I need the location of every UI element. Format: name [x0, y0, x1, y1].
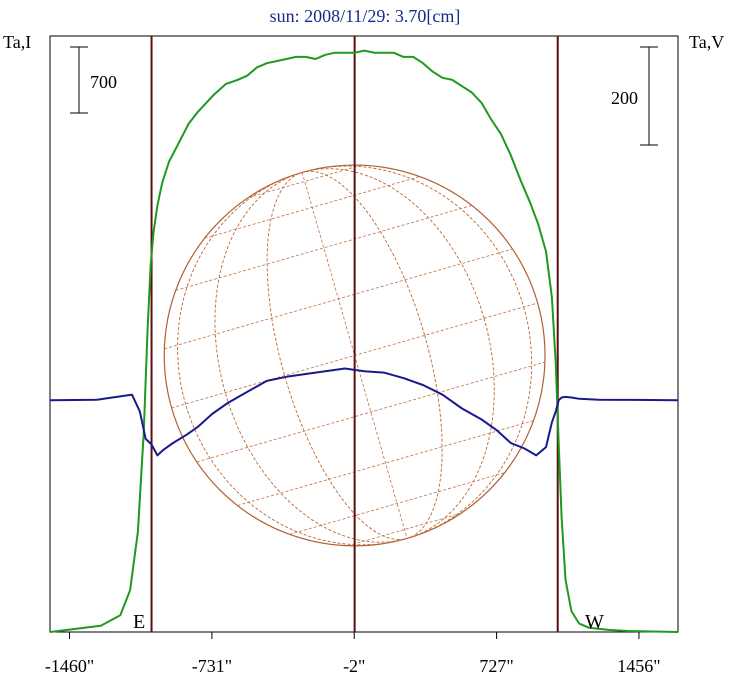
x-tick-label: -1460" [45, 656, 94, 676]
limb-lines [150, 36, 559, 632]
parallel [175, 205, 472, 291]
scale-bar-right-label: 200 [611, 88, 638, 108]
parallel [248, 164, 362, 198]
scale-bar-left-label: 700 [90, 72, 117, 92]
x-tick-label: -731" [192, 656, 232, 676]
y-axis-label-left: Ta,I [3, 32, 31, 52]
parallel [196, 361, 546, 463]
plot-frame [49, 35, 679, 633]
east-limb-label: E [133, 611, 145, 633]
parallel [164, 248, 513, 350]
intensity-curve [49, 49, 679, 633]
polarization-curve [49, 367, 679, 457]
series-layer [49, 49, 679, 633]
west-limb-label: W [585, 611, 604, 633]
x-axis-ticks: -1460" -731" -2" 727" 1456" [45, 632, 661, 676]
parallel [204, 176, 420, 239]
y-axis-label-right: Ta,V [689, 32, 724, 52]
x-tick-label: 727" [479, 656, 513, 676]
chart-title: sun: 2008/11/29: 3.70[cm] [270, 6, 461, 26]
x-tick-label: -2" [343, 656, 365, 676]
scale-bars: 700 200 [70, 46, 658, 146]
parallel [289, 472, 505, 535]
parallel [237, 420, 534, 506]
x-tick-label: 1456" [617, 656, 660, 676]
